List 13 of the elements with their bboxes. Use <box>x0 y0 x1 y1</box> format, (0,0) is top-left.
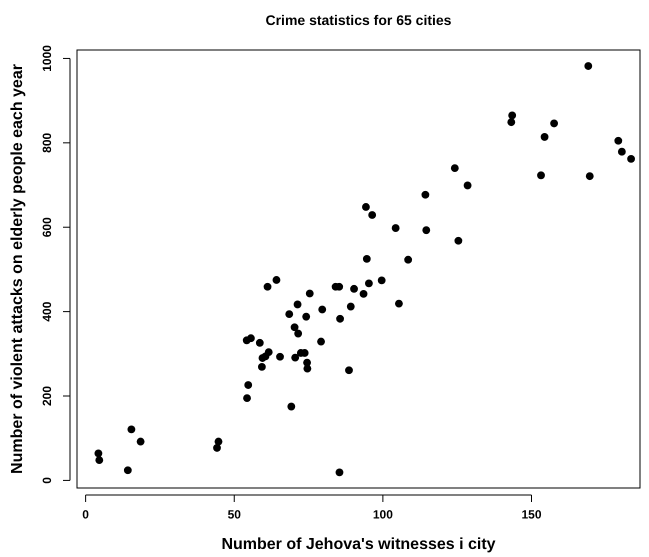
y-tick-label: 800 <box>40 132 54 153</box>
x-tick-label: 0 <box>82 508 90 522</box>
chart-title: Crime statistics for 65 cities <box>266 12 452 28</box>
x-tick-label: 150 <box>521 508 542 522</box>
y-tick-label: 400 <box>40 301 54 322</box>
x-axis-title: Number of Jehova's witnesses i city <box>221 536 496 553</box>
y-tick-label: 1000 <box>40 44 54 72</box>
y-tick-label: 0 <box>40 476 54 484</box>
y-tick-label: 600 <box>40 216 54 238</box>
y-tick-label: 200 <box>40 386 54 406</box>
y-axis-title: Number of violent attacks on elderly people each year <box>9 64 26 474</box>
x-tick-label: 50 <box>228 508 242 522</box>
x-tick-label: 100 <box>372 508 394 522</box>
